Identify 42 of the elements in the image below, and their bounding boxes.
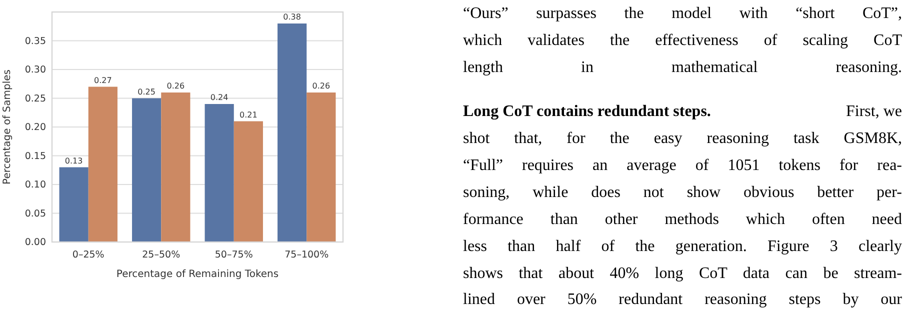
x-tick-label: 0–25% bbox=[72, 250, 104, 261]
x-tick-label: 75–100% bbox=[284, 250, 329, 261]
text: “Full” requires an average of 1051 tokens for rea- bbox=[463, 156, 902, 176]
text: First, we bbox=[846, 102, 902, 122]
y-tick-label: 0.35 bbox=[24, 36, 46, 47]
y-tick-label: 0.15 bbox=[24, 150, 46, 162]
data-label: 0.24 bbox=[210, 93, 228, 102]
bar bbox=[59, 167, 88, 242]
x-tick-label: 50–75% bbox=[214, 250, 253, 261]
bar bbox=[132, 98, 162, 242]
text: soning, while does not show obvious better per- bbox=[463, 183, 902, 203]
y-tick-label: 0.20 bbox=[24, 122, 46, 134]
y-tick-label: 0.00 bbox=[24, 237, 46, 248]
bar bbox=[278, 24, 307, 242]
data-label: 0.21 bbox=[240, 110, 258, 120]
text: lined over 50% redundant reasoning steps by our bbox=[463, 290, 902, 310]
data-label: 0.25 bbox=[138, 87, 156, 96]
text: “Ours” surpasses the model with “short CoT”, bbox=[463, 4, 902, 24]
bar bbox=[161, 92, 190, 242]
text: formance than other methods which often need bbox=[463, 210, 902, 230]
data-label: 0.38 bbox=[283, 12, 301, 22]
text: less than half of the generation. Figure 3 clearly bbox=[463, 237, 902, 257]
text: shows that about 40% long CoT data can be stream- bbox=[463, 264, 902, 284]
y-tick-label: 0.30 bbox=[24, 64, 46, 76]
y-tick-label: 0.05 bbox=[24, 208, 46, 220]
bar bbox=[306, 92, 336, 242]
text: length in mathematical reasoning. bbox=[463, 58, 902, 78]
bar bbox=[88, 86, 118, 242]
bar bbox=[204, 104, 234, 242]
text: shot that, for the easy reasoning task GSM8K, bbox=[463, 129, 902, 149]
data-label: 0.26 bbox=[312, 82, 330, 90]
data-label: 0.13 bbox=[64, 156, 83, 166]
x-tick-label: 25–50% bbox=[142, 250, 180, 261]
y-tick-label: 0.10 bbox=[24, 180, 46, 191]
y-tick-label: 0.25 bbox=[24, 93, 46, 104]
bar bbox=[234, 121, 263, 242]
x-axis-title: Percentage of Remaining Tokens bbox=[116, 269, 279, 280]
data-label: 0.26 bbox=[166, 82, 185, 90]
data-label: 0.27 bbox=[94, 76, 112, 85]
text: which validates the effectiveness of scaling CoT bbox=[463, 31, 902, 51]
y-axis-title: Percentage of Samples bbox=[2, 70, 13, 184]
text: Long CoT contains redundant steps. bbox=[463, 103, 711, 120]
